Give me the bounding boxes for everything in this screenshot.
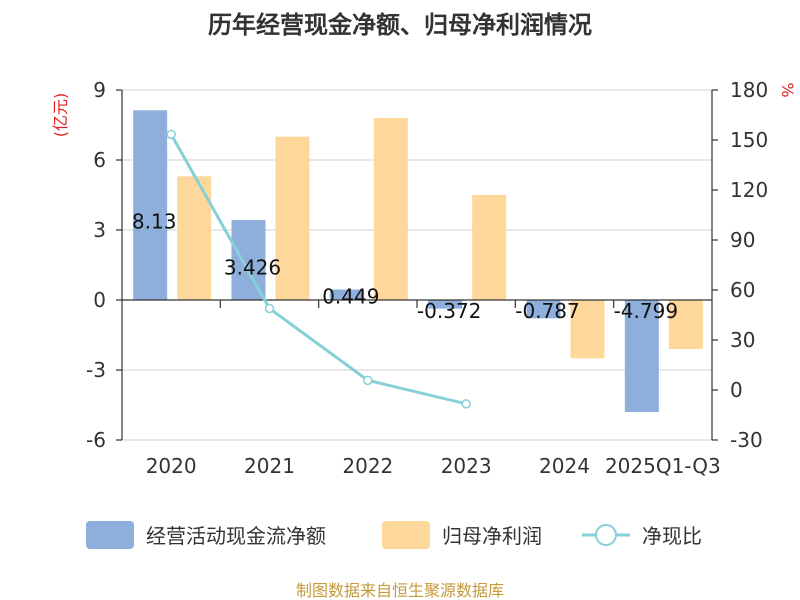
- x-tick-label: 2025Q1-Q3: [605, 454, 721, 478]
- y2-tick-label: 120: [730, 178, 768, 202]
- bar-cashflow: [133, 110, 168, 300]
- bars: [133, 110, 703, 412]
- bar-cashflow: [526, 300, 561, 319]
- bar-net-profit: [570, 300, 605, 359]
- left-axis-unit: (亿元): [51, 93, 70, 138]
- legend-item-cashflow[interactable]: 经营活动现金流净额: [86, 521, 326, 549]
- x-tick-label: 2022: [342, 454, 393, 478]
- x-tick-label: 2023: [441, 454, 492, 478]
- gridlines: [122, 89, 712, 441]
- y-tick-label: 9: [93, 78, 106, 102]
- bar-cashflow: [624, 300, 659, 412]
- x-tick-label: 2024: [539, 454, 590, 478]
- legend-swatch-net-profit: [382, 521, 430, 549]
- data-label-cashflow: -0.372: [417, 299, 481, 323]
- y2-tick-label: 150: [730, 128, 768, 152]
- data-label-cashflow: 0.449: [322, 285, 379, 309]
- data-label-cashflow: 8.13: [132, 209, 177, 233]
- y2-tick-label: 30: [730, 328, 755, 352]
- y-tick-label: 0: [93, 288, 106, 312]
- source-note: 制图数据来自恒生聚源数据库: [296, 581, 504, 600]
- y-tick-label: -6: [86, 428, 106, 452]
- ratio-point: [264, 303, 275, 314]
- y2-tick-label: 0: [730, 378, 743, 402]
- legend-item-net-profit[interactable]: 归母净利润: [382, 521, 542, 549]
- y2-tick-label: 60: [730, 278, 755, 302]
- bar-net-profit: [472, 195, 507, 300]
- ratio-point: [461, 399, 471, 409]
- bar-cashflow: [329, 289, 364, 300]
- bar-net-profit: [668, 300, 703, 349]
- data-labels: 8.13 3.426 0.449 -0.372 -0.787 -4.799: [132, 209, 678, 323]
- bar-cashflow: [231, 220, 266, 300]
- legend: 经营活动现金流净额 归母净利润 净现比: [86, 521, 702, 549]
- y2-tick-label: -30: [730, 428, 763, 452]
- data-label-cashflow: 3.426: [224, 255, 281, 279]
- y-tick-label: -3: [86, 358, 106, 382]
- bar-cashflow: [428, 300, 463, 309]
- chart-title: 历年经营现金净额、归母净利润情况: [208, 11, 592, 39]
- data-label-cashflow: -4.799: [614, 299, 678, 323]
- ratio-point: [363, 375, 373, 386]
- y2-tick-label: 180: [730, 78, 768, 102]
- ratio-line-path: [169, 133, 467, 406]
- x-tick-label: 2021: [244, 454, 295, 478]
- bar-net-profit: [275, 136, 310, 300]
- y-tick-label: 6: [93, 148, 106, 172]
- y-tick-label: 3: [93, 218, 106, 242]
- legend-marker-ratio: [595, 524, 617, 546]
- right-axis-unit: %: [778, 82, 797, 97]
- ratio-line: [166, 129, 471, 409]
- legend-label-net-profit: 归母净利润: [442, 524, 542, 548]
- ratio-point: [166, 129, 176, 140]
- y2-tick-label: 90: [730, 228, 755, 252]
- x-tick-label: 2020: [146, 454, 197, 478]
- legend-label-cashflow: 经营活动现金流净额: [146, 524, 326, 548]
- data-label-cashflow: -0.787: [515, 299, 579, 323]
- legend-swatch-cashflow: [86, 521, 134, 549]
- legend-label-ratio: 净现比: [642, 524, 702, 548]
- bar-net-profit: [373, 118, 408, 300]
- legend-item-ratio[interactable]: 净现比: [582, 524, 702, 548]
